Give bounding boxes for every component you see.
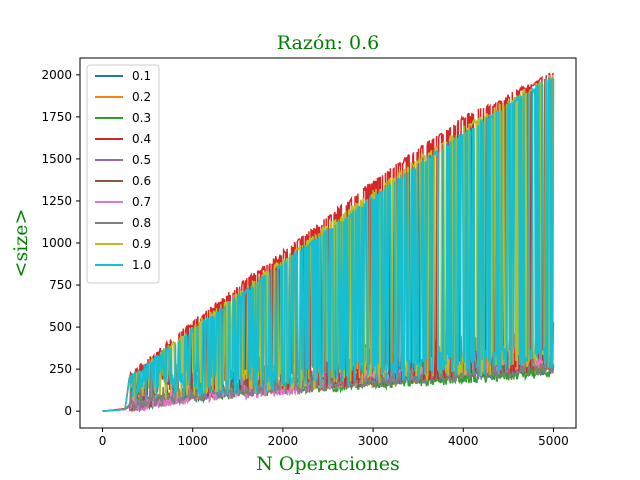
y-tick-label: 750 xyxy=(49,278,72,292)
x-tick-label: 4000 xyxy=(448,434,479,448)
y-axis: 0 250 500 750 1000 1250 1500 1750 2000 xyxy=(41,68,80,418)
y-tick-label: 2000 xyxy=(41,68,72,82)
x-axis: 0 1000 2000 3000 4000 5000 xyxy=(99,428,569,448)
y-tick-label: 250 xyxy=(49,362,72,376)
legend-label: 0.9 xyxy=(132,237,151,251)
x-axis-label: N Operaciones xyxy=(256,453,399,475)
y-tick-label: 500 xyxy=(49,320,72,334)
legend-label: 1.0 xyxy=(132,258,151,272)
legend-label: 0.8 xyxy=(132,216,151,230)
legend: 0.1 0.2 0.3 0.4 0.5 0.6 0.7 0.8 0.9 1.0 xyxy=(86,64,160,284)
x-tick-label: 1000 xyxy=(177,434,208,448)
x-tick-label: 3000 xyxy=(358,434,389,448)
y-tick-label: 1000 xyxy=(41,236,72,250)
plot-frame xyxy=(79,57,577,429)
y-tick-label: 1500 xyxy=(41,152,72,166)
plot-area xyxy=(102,72,555,414)
legend-label: 0.5 xyxy=(132,153,151,167)
y-tick-label: 0 xyxy=(64,404,72,418)
legend-label: 0.4 xyxy=(132,132,151,146)
x-tick-label: 0 xyxy=(99,434,107,448)
y-tick-label: 1250 xyxy=(41,194,72,208)
legend-label: 0.7 xyxy=(132,195,151,209)
x-tick-label: 2000 xyxy=(268,434,299,448)
y-tick-label: 1750 xyxy=(41,110,72,124)
y-axis-label: <size> xyxy=(10,209,32,278)
legend-label: 0.1 xyxy=(132,69,151,83)
chart-title: Razón: 0.6 xyxy=(277,32,379,54)
legend-label: 0.3 xyxy=(132,111,151,125)
series-line-1.0 xyxy=(102,77,555,412)
x-tick-label: 5000 xyxy=(538,434,569,448)
legend-box xyxy=(86,64,160,284)
legend-label: 0.2 xyxy=(132,90,151,104)
legend-label: 0.6 xyxy=(132,174,151,188)
